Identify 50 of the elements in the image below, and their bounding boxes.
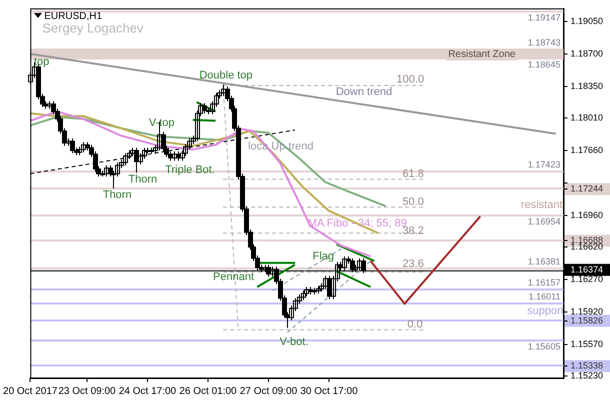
annotation: resistant <box>520 198 563 211</box>
annotation: Flag <box>312 250 334 262</box>
y-tick-label: 1.15338 <box>570 360 604 371</box>
annotation: Thorn <box>102 189 132 202</box>
annotation: V-top <box>148 117 174 130</box>
annotation: Pennant <box>213 270 254 283</box>
ref-line-label: 1.15605 <box>528 341 560 352</box>
ref-line-label: 1.16157 <box>528 277 560 288</box>
y-tick-label: 1.18350 <box>570 80 604 91</box>
y-tick-label: 1.18010 <box>570 112 604 122</box>
annotation: 0.0 <box>407 318 423 331</box>
y-tick-label: 1.16960 <box>570 210 604 220</box>
annotation: 100.0 <box>396 73 424 86</box>
y-tick-label: 1.15920 <box>570 306 604 317</box>
y-tick-label: 1.15230 <box>570 370 604 381</box>
y-tick-label: 1.17244 <box>570 184 604 194</box>
ref-line-label: 1.18743 <box>528 37 560 48</box>
annotation: V-bot. <box>280 336 308 348</box>
annotation: top <box>34 56 50 68</box>
y-tick-label: 1.16620 <box>570 242 604 252</box>
x-tick-label: 27 Oct 09:00 <box>240 386 298 397</box>
x-tick-label: 30 Oct 17:00 <box>300 386 358 397</box>
annotation: Triple Bot. <box>165 164 215 176</box>
x-tick-label: 26 Oct 01:00 <box>179 386 238 397</box>
y-tick-label: 1.19050 <box>570 16 604 26</box>
ref-line-label: 1.19147 <box>528 12 560 22</box>
ref-line-label: 1.17423 <box>528 159 560 170</box>
band-label: Resistant Zone <box>448 49 516 60</box>
annotation: 50.0 <box>402 196 424 208</box>
ref-line-label: 1.18645 <box>528 59 560 70</box>
text: Sergey Logachev <box>42 20 144 36</box>
y-tick-label: 1.16270 <box>570 274 604 284</box>
ref-line-label: 1.16381 <box>528 256 560 266</box>
annotation: 61.8 <box>402 168 424 180</box>
annotation: Thorn <box>128 174 158 186</box>
x-tick-label: 24 Oct 17:00 <box>118 386 177 397</box>
ref-line-label: 1.16954 <box>528 216 560 226</box>
y-tick-label: 1.15826 <box>570 315 604 326</box>
y-tick-label: 1.18700 <box>570 48 604 58</box>
y-tick-label: 1.17660 <box>570 144 604 155</box>
y-tick-label: 1.16374 <box>570 264 604 274</box>
y-tick-label: 1.15570 <box>570 339 604 350</box>
x-tick-label: 20 Oct 2017 <box>3 386 58 397</box>
annotation: 23.6 <box>402 258 424 270</box>
annotation: Down trend <box>336 86 392 98</box>
chart-title: EURUSD,H1 <box>44 11 102 22</box>
x-tick-label: 23 Oct 09:00 <box>58 386 116 397</box>
annotation: 38.2 <box>402 225 424 238</box>
ref-line-label: 1.16011 <box>528 291 560 302</box>
annotation: Double top <box>199 70 253 82</box>
